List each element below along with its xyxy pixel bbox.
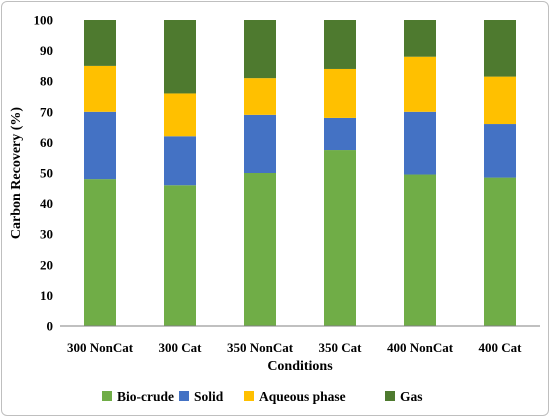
legend-swatch <box>244 391 254 401</box>
bar-segment-aqueous-phase <box>244 78 276 115</box>
bar-segment-solid <box>484 124 516 178</box>
legend-label: Aqueous phase <box>259 389 346 404</box>
bar-segment-bio-crude <box>484 177 516 326</box>
bar-segment-solid <box>244 114 276 173</box>
y-tick-label: 90 <box>40 43 53 58</box>
y-tick-label: 100 <box>34 13 54 28</box>
legend-item-bio-crude: Bio-crude <box>102 389 174 404</box>
bar-segment-bio-crude <box>404 174 436 326</box>
bar-segment-gas <box>164 20 196 94</box>
legend: Bio-crude Solid Aqueous phase Gas <box>102 389 423 404</box>
legend-label: Bio-crude <box>117 389 174 404</box>
y-tick-label: 20 <box>40 257 53 272</box>
bar-segment-gas <box>404 20 436 57</box>
y-tick-label: 10 <box>40 288 53 303</box>
bar-segment-solid <box>404 111 436 175</box>
y-tick-label: 40 <box>40 196 53 211</box>
bar-segment-bio-crude <box>244 173 276 326</box>
bars-layer <box>84 20 516 326</box>
y-tick-label: 50 <box>40 166 53 181</box>
bar-segment-aqueous-phase <box>164 93 196 137</box>
y-axis-ticks: 0 10 20 30 40 50 60 70 80 90 100 <box>34 13 54 334</box>
x-axis-ticks: 300 NonCat 300 Cat 350 NonCat 350 Cat 400 No… <box>67 340 522 355</box>
legend-item-aqueous-phase: Aqueous phase <box>244 389 346 404</box>
legend-swatch <box>102 391 112 401</box>
bar-segment-gas <box>324 20 356 69</box>
legend-item-solid: Solid <box>179 389 224 404</box>
legend-label: Solid <box>194 389 224 404</box>
y-axis-title: Carbon Recovery (%) <box>9 107 24 240</box>
legend-label: Gas <box>400 389 423 404</box>
bar-segment-solid <box>84 111 116 180</box>
x-tick-label: 300 NonCat <box>67 340 134 355</box>
bar-segment-aqueous-phase <box>404 56 436 112</box>
bar-segment-bio-crude <box>164 185 196 326</box>
bar-segment-aqueous-phase <box>324 68 356 118</box>
y-tick-label: 0 <box>47 319 54 334</box>
y-tick-label: 80 <box>40 74 53 89</box>
y-tick-label: 30 <box>40 227 53 242</box>
x-tick-label: 400 NonCat <box>387 340 454 355</box>
bar-segment-solid <box>164 136 196 186</box>
legend-swatch <box>385 391 395 401</box>
x-tick-label: 400 Cat <box>479 340 523 355</box>
x-tick-label: 300 Cat <box>159 340 203 355</box>
y-tick-label: 70 <box>40 104 53 119</box>
bar-segment-aqueous-phase <box>484 76 516 125</box>
y-tick-label: 60 <box>40 135 53 150</box>
bar-segment-gas <box>244 20 276 79</box>
legend-swatch <box>179 391 189 401</box>
legend-item-gas: Gas <box>385 389 423 404</box>
bar-segment-gas <box>84 20 116 66</box>
x-tick-label: 350 NonCat <box>227 340 294 355</box>
bar-segment-solid <box>324 117 356 151</box>
bar-segment-gas <box>484 20 516 77</box>
x-axis-title: Conditions <box>267 359 333 374</box>
bar-segment-bio-crude <box>84 179 116 326</box>
bar-segment-bio-crude <box>324 150 356 326</box>
x-tick-label: 350 Cat <box>319 340 363 355</box>
bar-segment-aqueous-phase <box>84 65 116 112</box>
